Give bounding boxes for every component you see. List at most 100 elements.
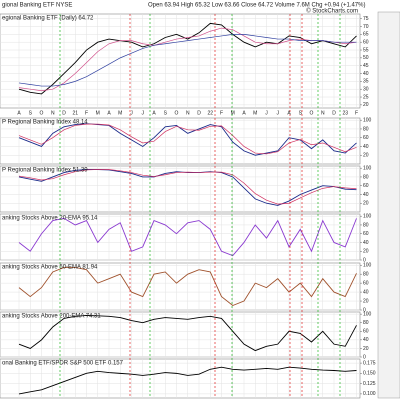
y-tick-label: 100 <box>363 166 372 172</box>
y-tick-label: 55 <box>363 47 369 53</box>
series-line <box>18 123 357 155</box>
x-tick-label: O <box>310 110 314 116</box>
y-tick-label: 75 <box>363 16 369 22</box>
x-tick-label: N <box>51 110 55 116</box>
y-tick-label: 20 <box>363 153 369 159</box>
y-tick-label: 40 <box>363 337 369 343</box>
y-tick-label: 40 <box>363 192 369 198</box>
y-tick-label: 40 <box>363 144 369 150</box>
series-line <box>18 217 357 257</box>
panel-title: anking Stocks Above 20-EMA 95.14 <box>2 216 98 222</box>
x-tick-label: J <box>277 110 280 116</box>
y-tick-label: 20 <box>363 346 369 352</box>
y-tick-label: 40 <box>363 289 369 295</box>
series-line <box>18 314 357 352</box>
y-tick-label: 80 <box>363 126 369 132</box>
series-line <box>18 27 357 92</box>
x-tick-label: D <box>197 110 201 116</box>
panel-title: anking Stocks Above 200-EMA 74.31 <box>2 314 101 320</box>
panel-frame <box>0 165 361 213</box>
y-tick-label: 0 <box>363 354 366 360</box>
y-tick-label: 45 <box>363 63 369 69</box>
x-tick-label: A <box>287 110 291 116</box>
x-tick-label: A <box>242 110 246 116</box>
y-tick-label: 40 <box>363 240 369 246</box>
panel-title: P Regional Banking Index 48.14 <box>2 120 88 126</box>
x-tick-label: M <box>253 110 257 116</box>
y-tick-label: 60 <box>363 40 369 46</box>
y-tick-label: 60 <box>363 231 369 237</box>
x-tick-label: J <box>142 110 145 116</box>
panel-frame <box>0 358 361 399</box>
x-tick-label: D <box>332 110 336 116</box>
y-tick-label: 20 <box>363 201 369 207</box>
y-tick-label: 65 <box>363 32 369 38</box>
x-tick-label: A <box>152 110 156 116</box>
y-tick-label: 60 <box>363 135 369 141</box>
x-tick-label: M <box>96 110 100 116</box>
y-tick-label: 35 <box>363 79 369 85</box>
series-line <box>18 267 357 307</box>
panel-frame <box>0 117 361 165</box>
y-tick-label: 0 <box>363 307 366 313</box>
x-tick-label: M <box>118 110 122 116</box>
y-tick-label: 80 <box>363 320 369 326</box>
y-tick-label: 20 <box>363 102 369 108</box>
y-tick-label: 0.150 <box>363 371 376 377</box>
y-tick-label: 0 <box>363 257 366 263</box>
x-tick-label: N <box>186 110 190 116</box>
y-tick-label: 80 <box>363 272 369 278</box>
y-tick-label: 60 <box>363 280 369 286</box>
y-tick-label: 60 <box>363 183 369 189</box>
series-line <box>18 123 357 156</box>
x-tick-label: D <box>62 110 66 116</box>
y-tick-label: 80 <box>363 222 369 228</box>
y-tick-label: 50 <box>363 55 369 61</box>
x-tick-label: 21 <box>72 110 78 116</box>
x-tick-label: N <box>321 110 325 116</box>
series-line <box>18 366 357 395</box>
x-tick-label: A <box>17 110 21 116</box>
x-tick-label: S <box>299 110 303 116</box>
x-tick-label: O <box>175 110 179 116</box>
credit: © StockCharts.com <box>306 8 358 15</box>
x-tick-label: J <box>265 110 268 116</box>
panel-title: P Regional Banking Index 51.39 <box>2 168 88 174</box>
series-line <box>18 22 357 95</box>
y-tick-label: 100 <box>363 118 372 124</box>
x-tick-label: J <box>130 110 133 116</box>
y-tick-label: 25 <box>363 94 369 100</box>
x-tick-label: 23 <box>342 110 348 116</box>
panel-title: onal Banking ETF/SPDR S&P 500 ETF 0.157 <box>2 361 124 367</box>
y-tick-label: 60 <box>363 329 369 335</box>
y-tick-label: 30 <box>363 87 369 93</box>
y-tick-label: 100 <box>363 311 372 317</box>
y-tick-label: 20 <box>363 249 369 255</box>
x-tick-label: 22 <box>207 110 213 116</box>
y-tick-label: 80 <box>363 174 369 180</box>
y-tick-label: 0.175 <box>363 360 376 366</box>
y-tick-label: 100 <box>363 263 372 269</box>
x-tick-label: S <box>164 110 168 116</box>
x-tick-label: F <box>355 110 358 116</box>
panel-frame <box>0 13 361 109</box>
x-tick-label: M <box>231 110 235 116</box>
y-tick-label: 40 <box>363 71 369 77</box>
x-tick-label: O <box>40 110 44 116</box>
panel-title: egional Banking ETF (Daily) 64.72 <box>2 16 94 22</box>
series-line <box>18 169 357 205</box>
series-line <box>18 169 357 206</box>
x-tick-label: S <box>29 110 33 116</box>
y-tick-label: 100 <box>363 214 372 220</box>
y-tick-label: 70 <box>363 24 369 30</box>
x-tick-label: F <box>85 110 88 116</box>
y-tick-label: 0.125 <box>363 381 376 387</box>
y-tick-label: 0.100 <box>363 391 376 397</box>
quote: Open 63.94 High 65.32 Low 63.66 Close 64… <box>148 3 365 9</box>
x-tick-label: F <box>220 110 223 116</box>
symbol: gional Banking ETF NYSE <box>2 3 72 9</box>
panel-title: anking Stocks Above 50-EMA 81.94 <box>2 265 98 271</box>
y-tick-label: 20 <box>363 298 369 304</box>
